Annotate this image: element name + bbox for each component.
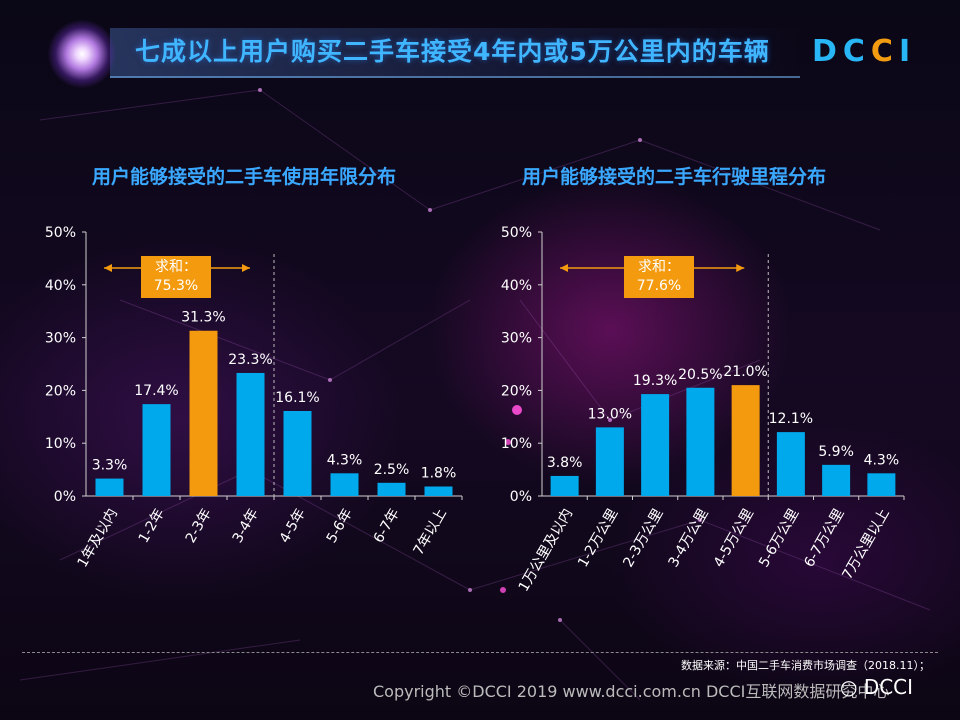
bar bbox=[641, 394, 670, 496]
logo-part-i: I bbox=[898, 34, 917, 69]
slide-title: 七成以上用户购买二手车接受4年内或5万公里内的车辆 bbox=[135, 37, 770, 66]
sum-annotation-box: 求和： 75.3% bbox=[141, 256, 211, 298]
bar-value-label: 5.9% bbox=[818, 444, 854, 460]
bar-value-label: 20.5% bbox=[678, 367, 722, 383]
sum-arrow-head-left bbox=[560, 264, 568, 272]
bar-value-label: 23.3% bbox=[228, 352, 272, 368]
bar bbox=[776, 432, 805, 496]
copyright: Copyright ©DCCI 2019 www.dcci.com.cn DCC… bbox=[373, 682, 890, 701]
sum-annotation-box: 求和： 77.6% bbox=[624, 256, 694, 298]
bar bbox=[236, 372, 265, 496]
bar-value-label: 13.0% bbox=[588, 406, 632, 422]
bar bbox=[283, 410, 312, 496]
bar-value-label: 31.3% bbox=[181, 310, 225, 326]
glow-orb-decoration bbox=[48, 20, 116, 88]
x-category-label: 4-5万公里 bbox=[711, 506, 757, 570]
bar bbox=[867, 473, 896, 496]
data-source: 数据来源：中国二手车消费市场调查（2018.11）； bbox=[681, 659, 930, 672]
bar bbox=[377, 482, 406, 496]
logo-part-c: C bbox=[870, 34, 899, 69]
y-tick-label: 0% bbox=[54, 489, 76, 505]
y-tick-label: 40% bbox=[501, 278, 532, 294]
footer-divider bbox=[22, 652, 938, 653]
bar-value-label: 4.3% bbox=[327, 452, 363, 468]
bar-value-label: 1.8% bbox=[421, 465, 457, 481]
sum-annotation-value: 75.3% bbox=[153, 278, 199, 294]
bar-value-label: 3.3% bbox=[92, 458, 128, 474]
chart-year-distribution: 0%10%20%30%40%50%3.3%1年及以内17.4%1-2年31.3%… bbox=[45, 225, 463, 570]
x-category-label: 5-6万公里 bbox=[756, 506, 802, 570]
x-category-label: 1-2万公里 bbox=[575, 506, 621, 570]
x-category-label: 3-4万公里 bbox=[666, 506, 712, 570]
bar bbox=[189, 330, 218, 496]
chart-right-title: 用户能够接受的二手车行驶里程分布 bbox=[522, 166, 827, 188]
bar-value-label: 4.3% bbox=[864, 452, 900, 468]
sum-arrow-head-right bbox=[242, 264, 250, 272]
sum-annotation-value: 77.6% bbox=[636, 278, 682, 294]
bar bbox=[595, 427, 624, 496]
bar-value-label: 17.4% bbox=[134, 383, 178, 399]
sum-annotation-label: 求和： bbox=[638, 259, 680, 275]
bar bbox=[550, 475, 579, 496]
wechat-account: DCCI bbox=[863, 675, 914, 699]
bar bbox=[686, 387, 715, 496]
x-category-label: 6-7万公里 bbox=[801, 506, 847, 570]
y-tick-label: 20% bbox=[45, 383, 76, 399]
dcci-logo: DCCI bbox=[812, 34, 916, 69]
x-category-label: 2-3万公里 bbox=[620, 506, 666, 570]
x-category-label: 1万公里及以内 bbox=[516, 506, 576, 594]
y-tick-label: 40% bbox=[45, 278, 76, 294]
logo-part-dc: DC bbox=[812, 34, 871, 69]
y-tick-label: 0% bbox=[510, 489, 532, 505]
x-category-label: 7万公里以上 bbox=[840, 506, 893, 582]
bar-value-label: 16.1% bbox=[275, 390, 319, 406]
chart-left-title: 用户能够接受的二手车使用年限分布 bbox=[92, 166, 397, 188]
bar-value-label: 2.5% bbox=[374, 462, 410, 478]
wechat-icon: ○ bbox=[840, 675, 858, 699]
sum-arrow-head-right bbox=[736, 264, 745, 272]
sum-arrow-head-left bbox=[104, 264, 112, 272]
bar-value-label: 19.3% bbox=[633, 373, 677, 389]
chart-mileage-distribution: 0% 10% 20% 30% 40% 50% 3.8% 1万公里及以内 13.0% 1-2万公里 1… bbox=[501, 225, 905, 594]
bar bbox=[142, 404, 171, 496]
y-tick-label: 50% bbox=[45, 225, 76, 241]
y-tick-label: 10% bbox=[45, 436, 76, 452]
bar bbox=[731, 385, 760, 496]
bar-value-label: 3.8% bbox=[547, 455, 583, 471]
bar bbox=[95, 478, 124, 496]
sum-annotation-label: 求和： bbox=[155, 259, 197, 275]
bar bbox=[330, 473, 359, 496]
bar-value-label: 12.1% bbox=[769, 411, 813, 427]
y-tick-label: 30% bbox=[501, 331, 532, 347]
bar bbox=[424, 486, 453, 496]
y-tick-label: 10% bbox=[501, 436, 532, 452]
y-tick-label: 30% bbox=[45, 331, 76, 347]
header-bar bbox=[110, 28, 800, 78]
y-tick-label: 50% bbox=[501, 225, 532, 241]
bar-value-label: 21.0% bbox=[723, 364, 767, 380]
bar bbox=[822, 464, 851, 496]
y-tick-label: 20% bbox=[501, 383, 532, 399]
wechat-watermark: ○ DCCI bbox=[840, 675, 913, 699]
